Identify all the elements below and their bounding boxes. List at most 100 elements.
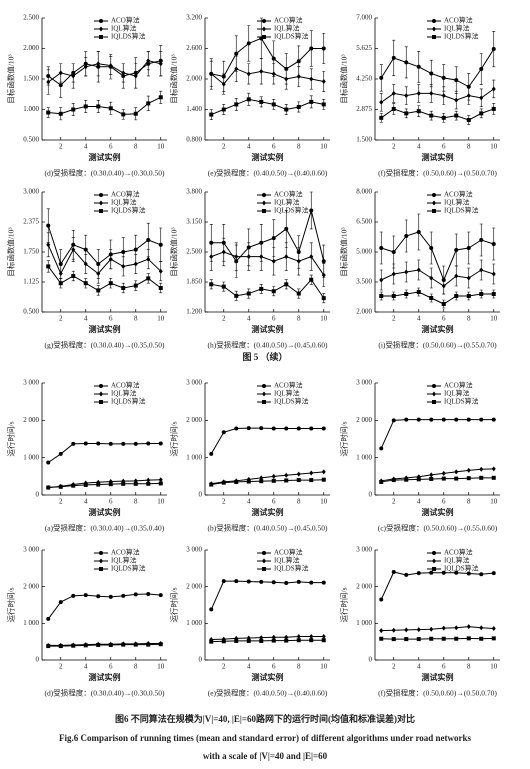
legend-label: IQLDS算法 [111, 564, 146, 573]
y-tick-label: 2.600 [186, 44, 202, 52]
legend-label: ACO算法 [444, 16, 473, 25]
point [58, 600, 63, 605]
x-tick-label: 2 [392, 315, 396, 323]
point [391, 627, 396, 633]
y-tick-label: 7.000 [356, 14, 372, 22]
point [146, 238, 151, 242]
x-tick-label: 2 [222, 315, 226, 323]
point [262, 193, 266, 197]
point [309, 76, 314, 82]
point [429, 246, 434, 250]
point [479, 572, 484, 577]
point [466, 636, 471, 641]
chart-subtitle: (e)受损程度：(0.40,0.50)→(0.40,0.60) [208, 688, 328, 698]
point [454, 113, 459, 118]
point [259, 635, 264, 641]
y-tick-label: 1.400 [186, 105, 202, 113]
x-tick-label: 2 [59, 663, 63, 671]
point [321, 469, 326, 475]
point [429, 296, 434, 300]
x-axis-label: 测试实例 [252, 672, 284, 682]
point [209, 639, 214, 644]
point [296, 471, 301, 477]
legend-label: ACO算法 [274, 548, 303, 557]
point [391, 294, 396, 298]
point [379, 479, 384, 484]
point [491, 242, 496, 246]
point [379, 446, 384, 451]
x-tick-label: 4 [84, 498, 88, 506]
x-tick-label: 4 [247, 498, 251, 506]
x-axis-label: 测试实例 [252, 324, 284, 334]
point [309, 99, 314, 104]
point [491, 106, 496, 111]
y-tick-label: 1.500 [23, 75, 39, 83]
legend-label: IQL算法 [274, 556, 300, 565]
x-tick-label: 8 [467, 498, 471, 506]
point [321, 102, 326, 107]
point [209, 254, 214, 260]
point [133, 441, 138, 446]
point [96, 594, 101, 599]
y-tick-label: 2.000 [356, 308, 372, 316]
chart: 0.500 1.000 1.500 2.000 2.500 2 4 6 8 10 测试实例 目标函数值… [6, 14, 167, 178]
point [46, 110, 51, 115]
point [429, 275, 434, 281]
x-tick-label: 6 [109, 143, 113, 151]
point [209, 607, 214, 612]
point [71, 441, 76, 446]
point [108, 281, 113, 286]
point [262, 391, 266, 397]
point [479, 95, 484, 101]
y-tick-label: 1.200 [186, 308, 202, 316]
point [234, 51, 239, 56]
y-axis-label: 目标函数值/10³ [169, 227, 179, 277]
chart-subtitle: (g)受损程度：(0.30,0.40)→(0.35,0.50) [45, 340, 165, 350]
x-tick-label: 10 [157, 315, 165, 323]
y-tick-label: 0 [369, 491, 373, 499]
point [121, 250, 126, 254]
y-tick-label: 3 000 [356, 379, 372, 387]
point [83, 261, 88, 267]
point [133, 592, 138, 597]
point [441, 470, 446, 476]
point [262, 551, 266, 555]
point [99, 384, 103, 388]
point [271, 426, 276, 431]
point [404, 292, 409, 296]
y-axis-label: 目标函数值/10³ [169, 54, 179, 104]
y-axis-label: 目标函数值/10³ [339, 227, 349, 277]
x-tick-label: 10 [320, 315, 328, 323]
x-tick-label: 8 [134, 498, 138, 506]
x-tick-label: 4 [417, 315, 421, 323]
point [271, 56, 276, 61]
x-tick-label: 4 [417, 663, 421, 671]
point [108, 256, 113, 262]
legend-label: IQLDS算法 [274, 397, 309, 406]
y-tick-label: 1.125 [23, 278, 39, 286]
point [441, 476, 446, 481]
point [108, 441, 113, 446]
point [99, 391, 103, 397]
chart-subtitle: (d)受损程度：(0.30,0.40)→(0.30,0.50) [45, 688, 165, 698]
y-tick-label: 2 000 [23, 416, 39, 424]
y-tick-label: 1 000 [186, 453, 202, 461]
point [58, 111, 63, 116]
x-axis-label: 测试实例 [422, 152, 454, 162]
point [309, 580, 314, 585]
point [296, 638, 301, 643]
point [221, 639, 226, 644]
legend-label: IQL算法 [111, 198, 137, 207]
figure-caption: 图6 不同算法在规模为|V|=40, |E|=60路网下的运行时间(均值和标准误… [115, 713, 415, 724]
point [234, 426, 239, 431]
point [146, 481, 151, 486]
point [432, 391, 436, 397]
y-tick-label: 3 000 [356, 546, 372, 554]
series-line [380, 88, 495, 103]
point [429, 476, 434, 481]
point [441, 283, 446, 289]
point [309, 254, 314, 260]
legend-label: IQL算法 [274, 24, 300, 33]
y-tick-label: 2 000 [356, 416, 372, 424]
point [108, 106, 113, 111]
